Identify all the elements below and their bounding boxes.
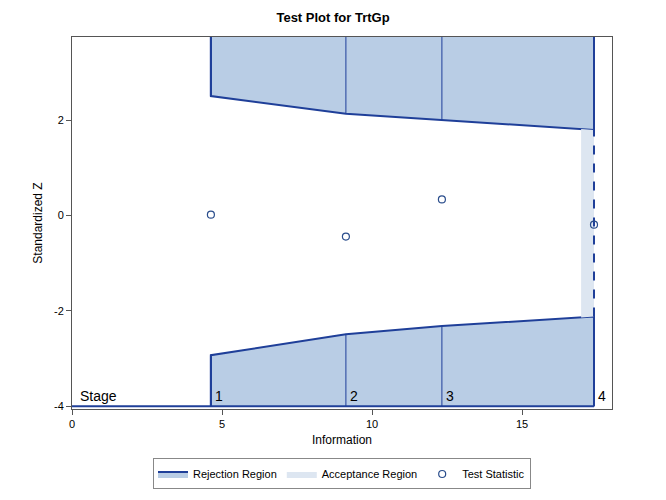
svg-text:10: 10	[366, 418, 378, 430]
svg-text:Information: Information	[312, 433, 372, 447]
svg-text:5: 5	[219, 418, 225, 430]
svg-text:15: 15	[516, 418, 528, 430]
svg-text:-2: -2	[54, 305, 64, 317]
svg-text:2: 2	[58, 114, 64, 126]
svg-text:Rejection Region: Rejection Region	[193, 468, 277, 480]
svg-text:Test Statistic: Test Statistic	[462, 468, 524, 480]
svg-text:-4: -4	[54, 400, 64, 412]
svg-text:4: 4	[598, 388, 606, 404]
svg-text:Standardized Z: Standardized Z	[31, 182, 45, 263]
svg-text:2: 2	[350, 388, 358, 404]
svg-text:0: 0	[69, 418, 75, 430]
svg-text:0: 0	[58, 209, 64, 221]
svg-text:3: 3	[446, 388, 454, 404]
svg-text:Acceptance Region: Acceptance Region	[322, 468, 417, 480]
svg-text:1: 1	[215, 388, 223, 404]
svg-text:Stage: Stage	[80, 388, 117, 404]
svg-text:Test Plot for TrtGp: Test Plot for TrtGp	[276, 10, 389, 25]
